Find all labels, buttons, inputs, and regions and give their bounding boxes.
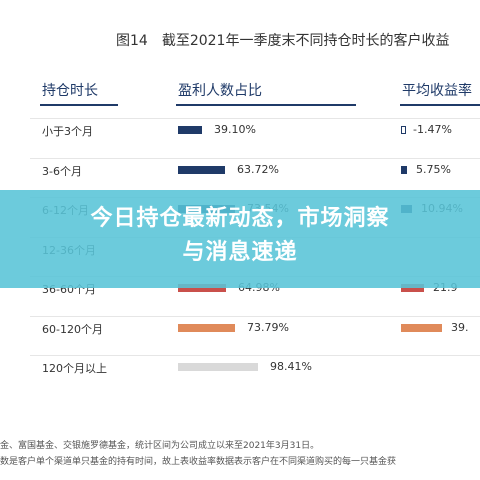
chart-title: 图14 截至2021年一季度末不同持仓时长的客户收益 xyxy=(116,33,450,49)
return-value: 5.75% xyxy=(416,162,451,176)
col-rule-profit-ratio xyxy=(176,104,356,106)
col-header-profit-ratio: 盈利人数占比 xyxy=(178,83,262,99)
row-label: 60-120个月 xyxy=(42,322,103,336)
profit-bar xyxy=(178,363,258,371)
row-divider xyxy=(30,355,480,356)
return-value: -1.47% xyxy=(413,123,452,136)
row-divider xyxy=(30,157,480,159)
row-label: 3-6个月 xyxy=(42,164,82,178)
profit-value: 98.41% xyxy=(270,360,312,373)
banner-text: 今日持仓最新动态，市场洞察 与消息速递 xyxy=(0,202,480,270)
col-header-duration: 持仓时长 xyxy=(42,83,98,99)
profit-bar xyxy=(178,126,202,134)
col-header-avg-return: 平均收益率 xyxy=(402,83,472,99)
return-bar xyxy=(401,284,424,292)
banner-line-1: 今日持仓最新动态，市场洞察 xyxy=(90,206,390,231)
footnote-line-2: 数是客户单个渠道单只基金的持有时间，故上表收益率数据表示客户在不同渠道购买的每一… xyxy=(0,457,397,467)
row-divider xyxy=(30,315,480,317)
promo-banner xyxy=(0,190,480,288)
col-rule-avg-return xyxy=(400,104,480,106)
profit-bar xyxy=(178,323,235,332)
footnote-line-1: 金、富国基金、交银施罗德基金，统计区间为公司成立以来至2021年3月31日。 xyxy=(0,441,320,451)
return-bar xyxy=(401,323,442,332)
row-label: 120个月以上 xyxy=(42,362,107,375)
row-label: 小于3个月 xyxy=(42,125,93,138)
profit-value: 39.10% xyxy=(214,123,256,136)
return-value: 39. xyxy=(451,320,469,334)
banner-line-2: 与消息速递 xyxy=(182,240,298,265)
col-rule-duration xyxy=(40,104,118,106)
row-divider xyxy=(30,118,480,119)
profit-value: 73.79% xyxy=(247,320,289,334)
return-bar xyxy=(401,126,406,134)
profit-bar xyxy=(178,284,226,292)
return-bar xyxy=(401,165,407,174)
profit-value: 63.72% xyxy=(237,162,279,176)
profit-bar xyxy=(178,165,225,174)
